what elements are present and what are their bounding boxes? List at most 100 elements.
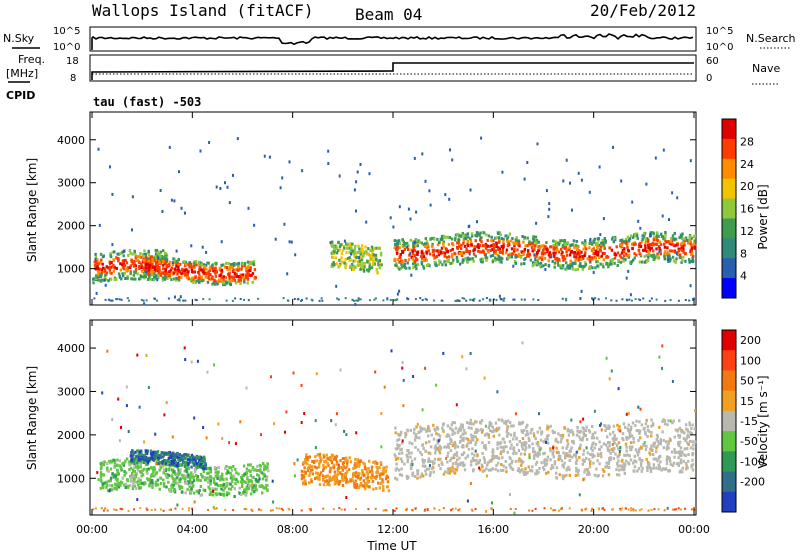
- power-cell: [624, 241, 628, 245]
- velocity-cell: [152, 466, 155, 470]
- velocity-cell: [96, 471, 99, 475]
- power-cell: [104, 277, 108, 281]
- velocity-cell: [666, 506, 669, 510]
- velocity-cell: [612, 439, 615, 443]
- power-cell: [175, 276, 178, 280]
- velocity-cell: [650, 434, 653, 438]
- power-cell: [655, 298, 658, 301]
- power-cell: [398, 255, 401, 259]
- velocity-cell: [667, 469, 671, 472]
- velocity-cell: [437, 433, 440, 437]
- power-cell: [411, 251, 415, 255]
- velocity-cell: [99, 475, 103, 479]
- velocity-cell: [100, 507, 103, 510]
- power-cell: [524, 244, 527, 248]
- velocity-cell: [424, 464, 427, 468]
- power-cell: [672, 237, 675, 241]
- power-cell: [170, 278, 173, 282]
- velocity-cell: [405, 507, 408, 510]
- power-cell: [146, 257, 149, 261]
- velocity-cell: [673, 447, 676, 451]
- velocity-cell: [641, 466, 644, 470]
- velocity-cell: [547, 426, 550, 430]
- velocity-cell: [609, 432, 612, 436]
- power-cell: [639, 299, 641, 301]
- power-cell: [602, 217, 605, 221]
- velocity-cell: [217, 466, 220, 470]
- power-cell: [531, 241, 534, 245]
- power-cell: [122, 267, 126, 271]
- velocity-cell: [251, 482, 254, 486]
- velocity-cell: [132, 474, 135, 478]
- velocity-cell: [505, 470, 508, 474]
- velocity-cell: [139, 482, 142, 485]
- velocity-cell: [409, 465, 413, 469]
- velocity-cell: [259, 468, 262, 472]
- power-cell: [153, 272, 156, 276]
- velocity-cell: [640, 423, 644, 427]
- power-cell: [140, 262, 143, 266]
- velocity-cell: [174, 460, 177, 464]
- power-cell: [157, 256, 160, 260]
- power-cell: [652, 243, 655, 247]
- velocity-cell: [234, 442, 237, 446]
- power-cell: [468, 252, 471, 256]
- velocity-cell: [115, 487, 118, 491]
- power-cell: [310, 298, 313, 301]
- power-cell: [634, 242, 637, 246]
- velocity-cell: [186, 465, 189, 469]
- velocity-cell: [113, 487, 117, 491]
- power-cell: [649, 243, 652, 247]
- velocity-cell: [655, 446, 658, 450]
- velocity-cell: [681, 466, 684, 470]
- velocity-cell: [136, 498, 139, 501]
- power-cell: [646, 237, 649, 241]
- velocity-cell: [216, 471, 219, 475]
- velocity-cell: [437, 457, 440, 461]
- velocity-cell: [645, 466, 649, 469]
- power-cell: [400, 262, 403, 266]
- velocity-cell: [460, 438, 464, 442]
- power-cell: [177, 275, 181, 279]
- power-cell: [647, 246, 650, 250]
- velocity-cell: [417, 431, 420, 435]
- power-cell: [153, 275, 156, 279]
- velocity-cell: [613, 436, 616, 440]
- power-cell: [399, 253, 402, 256]
- velocity-cell: [616, 462, 619, 465]
- power-cell: [574, 259, 577, 263]
- power-cell: [403, 243, 406, 247]
- velocity-cell: [256, 464, 259, 468]
- power-cell: [547, 253, 551, 257]
- power-cell: [162, 257, 166, 261]
- power-cell: [565, 253, 569, 257]
- power-cell: [321, 299, 324, 302]
- power-cell: [442, 240, 446, 244]
- power-cell: [601, 251, 605, 255]
- power-cell: [336, 248, 340, 252]
- power-cell: [243, 264, 246, 268]
- velocity-cell: [503, 440, 506, 444]
- velocity-cell: [478, 466, 481, 470]
- power-cell: [651, 255, 654, 259]
- power-cell: [398, 289, 401, 293]
- velocity-cell: [539, 438, 543, 442]
- power-cell: [171, 263, 174, 267]
- velocity-cell: [470, 433, 473, 437]
- velocity-cell: [245, 467, 249, 471]
- velocity-cell: [198, 461, 202, 464]
- velocity-cell: [600, 422, 602, 426]
- power-cell: [351, 242, 354, 246]
- power-cell: [594, 256, 597, 260]
- velocity-cell: [629, 448, 632, 452]
- power-cell: [110, 271, 113, 275]
- power-cell: [426, 243, 430, 247]
- velocity-cell: [619, 507, 622, 510]
- power-cell: [125, 269, 128, 273]
- power-cell: [540, 257, 544, 261]
- power-cell: [680, 246, 683, 250]
- velocity-cell: [124, 486, 127, 489]
- power-cell: [674, 260, 677, 264]
- power-cell: [104, 298, 107, 301]
- velocity-cell: [199, 463, 202, 466]
